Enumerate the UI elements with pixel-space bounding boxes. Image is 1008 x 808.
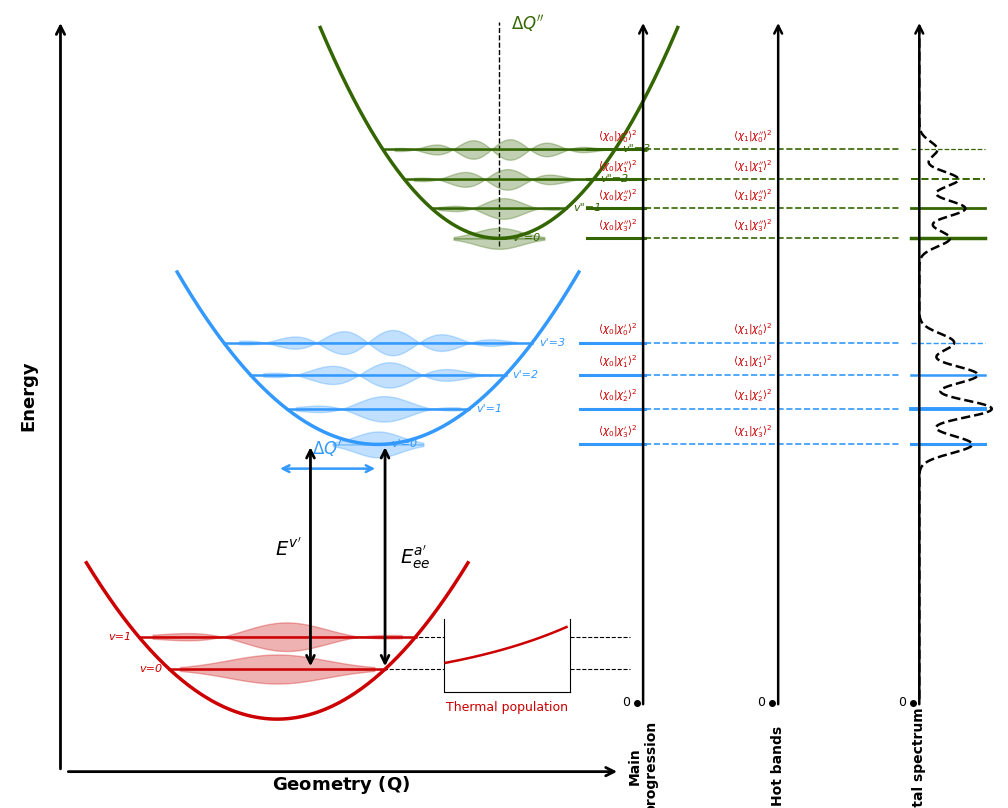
Text: Hot bands: Hot bands: [771, 726, 785, 806]
Text: v"=3: v"=3: [622, 145, 650, 154]
Text: v'=3: v'=3: [539, 338, 565, 347]
Text: v"=0: v"=0: [512, 234, 540, 243]
Text: $\langle\chi_0|\chi_2^{\prime}\rangle^2$: $\langle\chi_0|\chi_2^{\prime}\rangle^2$: [599, 387, 638, 404]
Text: Main
progression: Main progression: [628, 719, 658, 808]
Text: Total spectrum: Total spectrum: [912, 708, 926, 808]
Text: v=1: v=1: [109, 632, 132, 642]
Text: $\langle\chi_0|\chi_0^{\prime\prime}\rangle^2$: $\langle\chi_0|\chi_0^{\prime\prime}\ran…: [599, 128, 638, 145]
Text: 0: 0: [622, 696, 630, 709]
Text: $\langle\chi_0|\chi_2^{\prime\prime}\rangle^2$: $\langle\chi_0|\chi_2^{\prime\prime}\ran…: [599, 187, 638, 204]
Text: v'=0: v'=0: [391, 440, 417, 449]
Text: $\langle\chi_1|\chi_3^{\prime}\rangle^2$: $\langle\chi_1|\chi_3^{\prime}\rangle^2$: [734, 423, 773, 440]
Text: v=0: v=0: [139, 664, 162, 674]
Text: Thermal population: Thermal population: [446, 701, 568, 714]
Text: $\Delta Q'$: $\Delta Q'$: [312, 438, 343, 459]
Text: $\langle\chi_1|\chi_2^{\prime\prime}\rangle^2$: $\langle\chi_1|\chi_2^{\prime\prime}\ran…: [734, 187, 773, 204]
Text: $\langle\chi_0|\chi_3^{\prime\prime}\rangle^2$: $\langle\chi_0|\chi_3^{\prime\prime}\ran…: [599, 217, 638, 234]
Text: $\Delta Q''$: $\Delta Q''$: [511, 13, 545, 34]
Text: v'=1: v'=1: [476, 404, 502, 414]
Text: $\langle\chi_1|\chi_2^{\prime}\rangle^2$: $\langle\chi_1|\chi_2^{\prime}\rangle^2$: [734, 387, 773, 404]
Text: v'=2: v'=2: [512, 370, 538, 380]
Text: $\langle\chi_0|\chi_0^{\prime}\rangle^2$: $\langle\chi_0|\chi_0^{\prime}\rangle^2$: [599, 321, 638, 338]
Text: $\langle\chi_1|\chi_1^{\prime\prime}\rangle^2$: $\langle\chi_1|\chi_1^{\prime\prime}\ran…: [734, 158, 773, 175]
Text: $\langle\chi_1|\chi_0^{\prime}\rangle^2$: $\langle\chi_1|\chi_0^{\prime}\rangle^2$: [734, 321, 773, 338]
Text: $\langle\chi_0|\chi_3^{\prime}\rangle^2$: $\langle\chi_0|\chi_3^{\prime}\rangle^2$: [599, 423, 638, 440]
Text: Energy: Energy: [19, 360, 37, 431]
Text: v"=2: v"=2: [601, 175, 629, 184]
Text: $\langle\chi_1|\chi_3^{\prime\prime}\rangle^2$: $\langle\chi_1|\chi_3^{\prime\prime}\ran…: [734, 217, 773, 234]
Text: Geometry ($\mathbf{Q}$): Geometry ($\mathbf{Q}$): [272, 774, 409, 796]
Text: $E^{v'}$: $E^{v'}$: [275, 537, 301, 560]
Text: $E_{ee}^{a'}$: $E_{ee}^{a'}$: [400, 543, 430, 570]
Text: $\langle\chi_1|\chi_1^{\prime}\rangle^2$: $\langle\chi_1|\chi_1^{\prime}\rangle^2$: [734, 353, 773, 370]
Text: $\langle\chi_0|\chi_1^{\prime\prime}\rangle^2$: $\langle\chi_0|\chi_1^{\prime\prime}\ran…: [599, 158, 638, 175]
Text: $\langle\chi_0|\chi_1^{\prime}\rangle^2$: $\langle\chi_0|\chi_1^{\prime}\rangle^2$: [599, 353, 638, 370]
Text: $\langle\chi_1|\chi_0^{\prime\prime}\rangle^2$: $\langle\chi_1|\chi_0^{\prime\prime}\ran…: [734, 128, 773, 145]
Text: 0: 0: [757, 696, 765, 709]
Text: v"=1: v"=1: [574, 204, 602, 213]
Text: 0: 0: [898, 696, 906, 709]
